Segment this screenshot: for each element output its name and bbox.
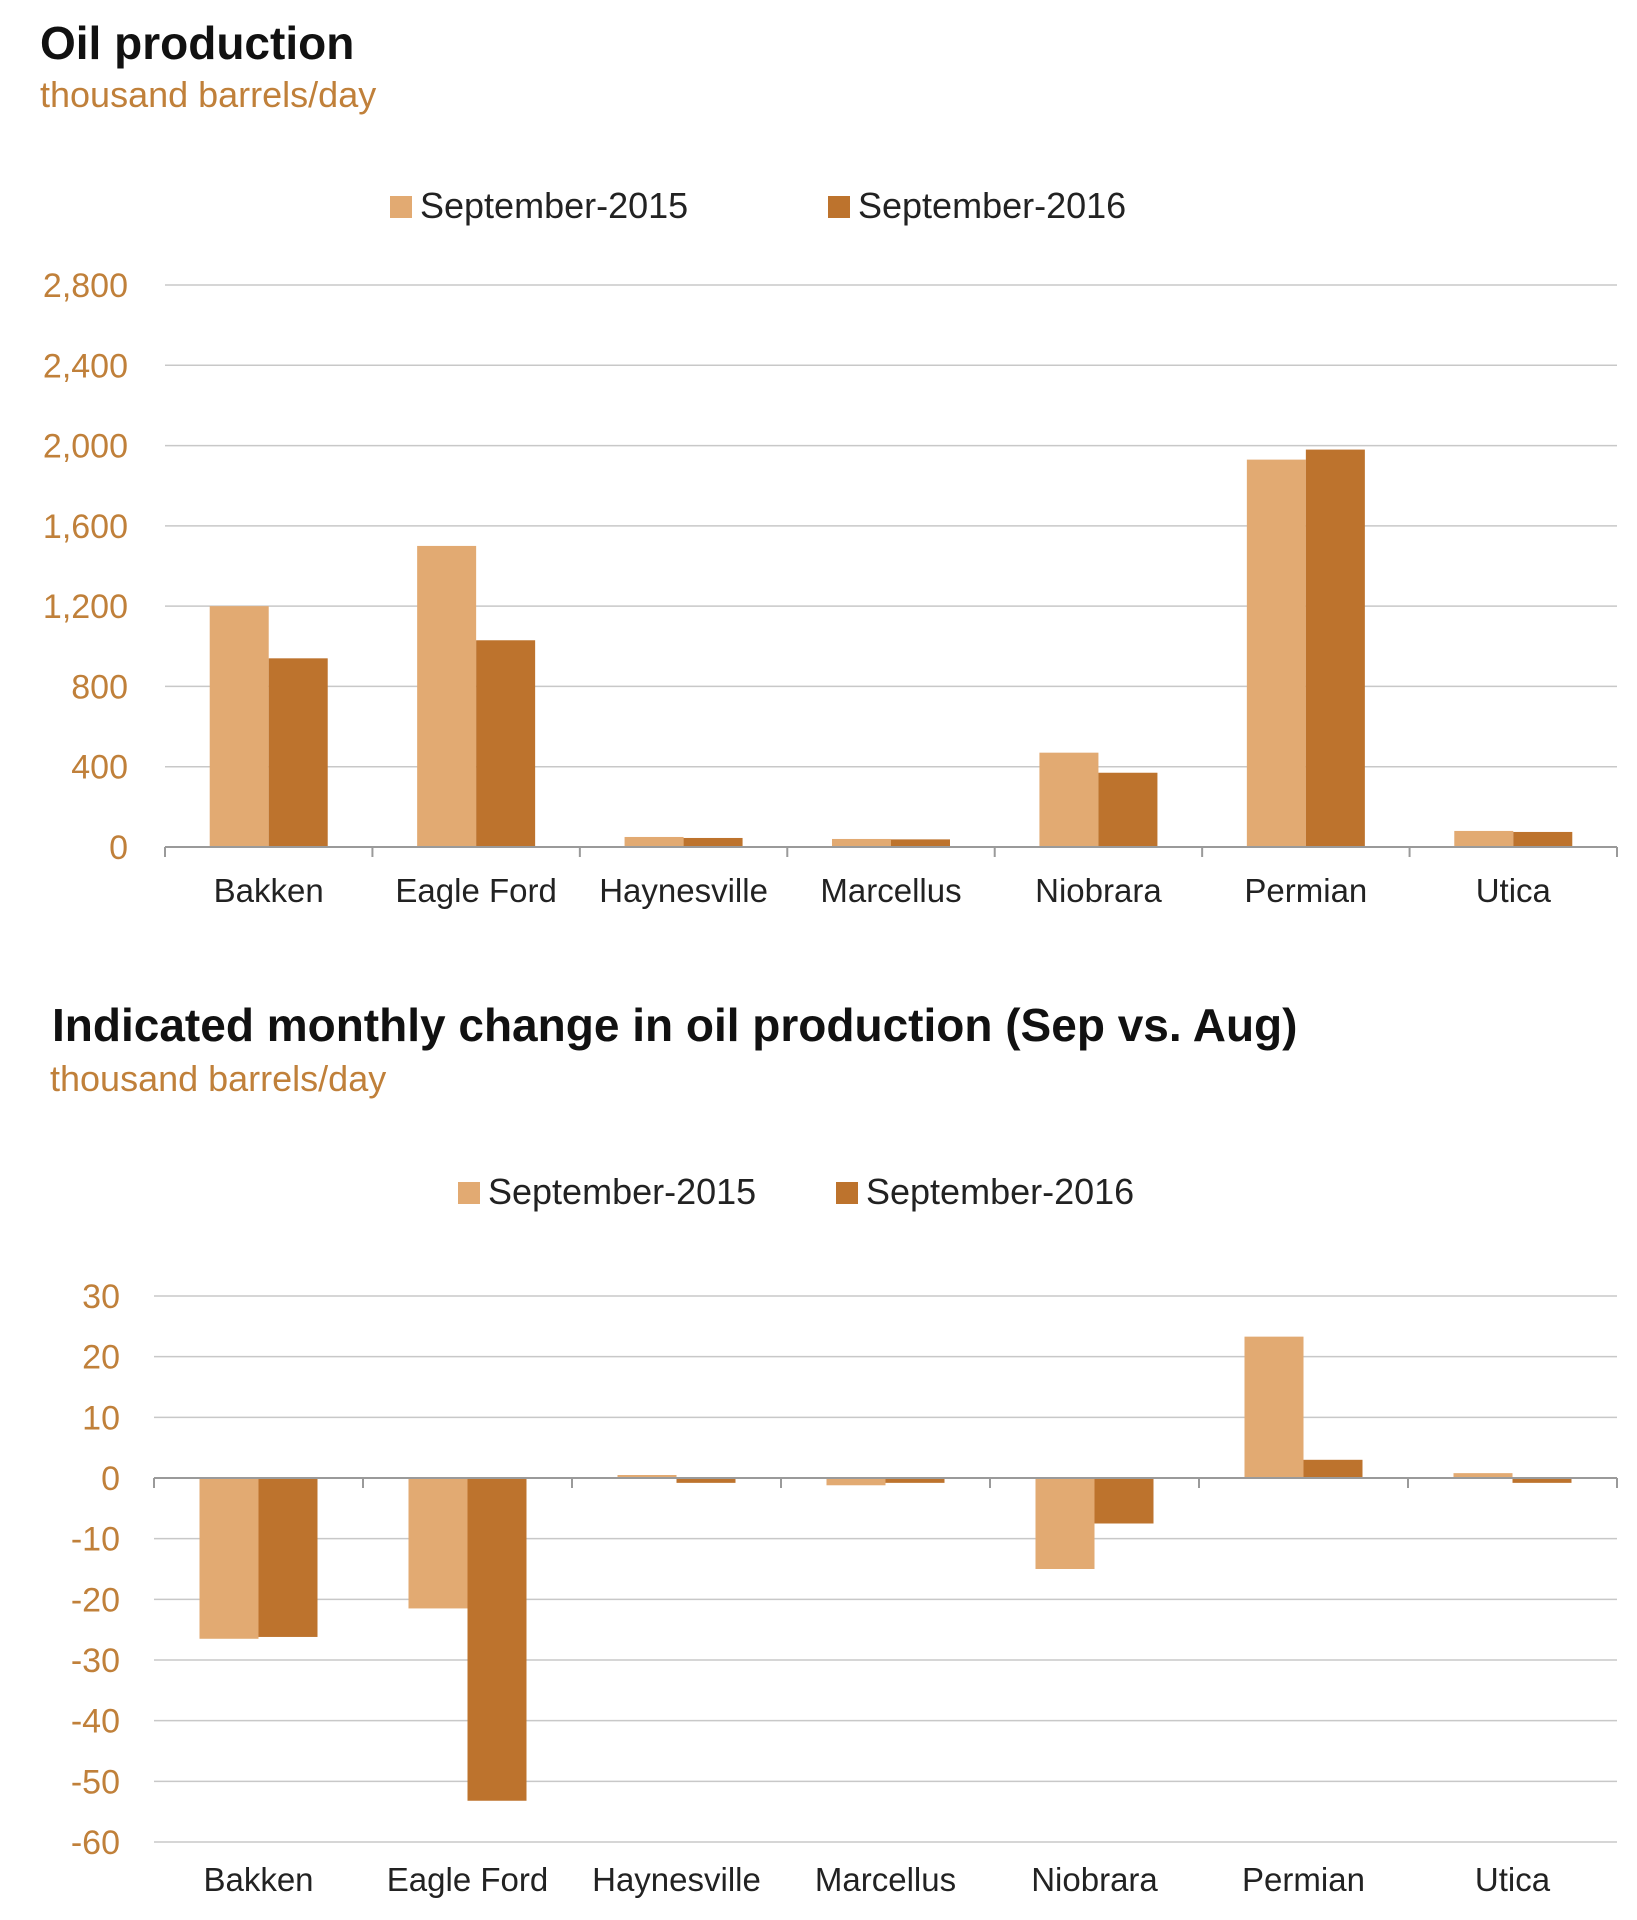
legend-swatch-september-2015: [458, 1182, 480, 1204]
legend-label-september-2016: September-2016: [858, 185, 1126, 226]
y-tick-label: 1,200: [43, 588, 128, 626]
y-tick-label: 400: [71, 749, 128, 787]
bar-utica-september-2015: [1453, 1473, 1513, 1478]
bar-eagle-ford-september-2016: [476, 640, 536, 847]
x-tick-label: Marcellus: [820, 872, 961, 909]
x-tick-label: Niobrara: [1035, 872, 1162, 909]
y-tick-label: 2,400: [43, 347, 128, 385]
y-tick-label: 1,600: [43, 508, 128, 546]
x-tick-label: Eagle Ford: [395, 872, 556, 909]
y-tick-label: -20: [71, 1581, 120, 1619]
chart-subtitle: thousand barrels/day: [50, 1058, 387, 1099]
x-tick-label: Haynesville: [599, 872, 768, 909]
legend-label-september-2016: September-2016: [866, 1171, 1134, 1212]
x-tick-label: Marcellus: [815, 1861, 956, 1898]
bar-bakken-september-2016: [258, 1478, 318, 1637]
chart-subtitle: thousand barrels/day: [40, 74, 377, 115]
bar-niobrara-september-2016: [1098, 772, 1158, 847]
y-tick-label: 2,000: [43, 428, 128, 466]
oil-production-chart: 0 400 800 1,200 1,600 2,000 2,400 2,800 Bakken Ea…: [40, 17, 1618, 909]
legend-swatch-september-2016: [828, 196, 850, 218]
bar-marcellus-september-2016: [885, 1478, 945, 1483]
bar-permian-september-2016: [1303, 1459, 1363, 1478]
bar-marcellus-september-2015: [832, 838, 891, 847]
x-tick-label: Utica: [1476, 872, 1552, 909]
legend-swatch-september-2016: [836, 1182, 858, 1204]
bar-permian-september-2015: [1244, 1336, 1304, 1478]
chart-title: Indicated monthly change in oil producti…: [52, 999, 1298, 1051]
oil-production-plot: 0 400 800 1,200 1,600 2,000 2,400 2,800 Bakken Ea…: [43, 185, 1618, 909]
legend-label-september-2015: September-2015: [420, 185, 688, 226]
chart-title: Oil production: [40, 17, 355, 69]
bar-bakken-september-2016: [268, 658, 328, 847]
bar-haynesville-september-2016: [683, 837, 743, 847]
bar-eagle-ford-september-2016: [467, 1478, 527, 1801]
bar-haynesville-september-2016: [676, 1478, 736, 1483]
bar-eagle-ford-september-2015: [408, 1478, 468, 1609]
y-tick-label: -60: [71, 1824, 120, 1862]
y-tick-label: 20: [82, 1339, 120, 1377]
bar-bakken-september-2015: [209, 606, 269, 847]
bar-niobrara-september-2015: [1039, 752, 1099, 847]
y-tick-label: -50: [71, 1763, 120, 1801]
legend-label-september-2015: September-2015: [488, 1171, 756, 1212]
y-tick-label: 2,800: [43, 267, 128, 305]
y-tick-label: -40: [71, 1703, 120, 1741]
x-tick-label: Utica: [1475, 1861, 1551, 1898]
bar-utica-september-2015: [1454, 830, 1514, 847]
x-tick-label: Niobrara: [1031, 1861, 1158, 1898]
bar-permian-september-2015: [1246, 459, 1306, 847]
bar-niobrara-september-2016: [1094, 1478, 1154, 1524]
y-tick-label: -30: [71, 1642, 120, 1680]
bar-permian-september-2016: [1305, 449, 1365, 847]
x-tick-label: Permian: [1244, 872, 1367, 909]
y-tick-label: -10: [71, 1521, 120, 1559]
x-tick-label: Permian: [1242, 1861, 1365, 1898]
x-tick-label: Haynesville: [592, 1861, 761, 1898]
bar-eagle-ford-september-2015: [417, 545, 477, 847]
bar-marcellus-september-2016: [891, 839, 950, 847]
x-tick-label: Eagle Ford: [387, 1861, 548, 1898]
y-tick-label: 30: [82, 1278, 120, 1316]
bar-bakken-september-2015: [199, 1478, 259, 1639]
bar-niobrara-september-2015: [1035, 1478, 1095, 1569]
y-tick-label: 800: [71, 668, 128, 706]
bar-haynesville-september-2015: [617, 1475, 677, 1478]
bar-utica-september-2016: [1512, 1478, 1572, 1483]
bar-utica-september-2016: [1513, 831, 1573, 847]
x-tick-label: Bakken: [203, 1861, 313, 1898]
monthly-change-chart: -60 -50 -40 -30 -20 -10 0 10 20 30 Bakken Eagle For…: [0, 990, 1637, 1920]
legend-swatch-september-2015: [390, 196, 412, 218]
y-tick-label: 0: [109, 829, 128, 867]
monthly-change-plot: -60 -50 -40 -30 -20 -10 0 10 20 30 Bakken Eagle For…: [71, 1171, 1618, 1898]
bar-marcellus-september-2015: [826, 1478, 886, 1486]
x-tick-label: Bakken: [214, 872, 324, 909]
y-tick-label: 10: [82, 1399, 120, 1437]
bar-haynesville-september-2015: [624, 836, 684, 847]
y-tick-label: 0: [101, 1460, 120, 1498]
